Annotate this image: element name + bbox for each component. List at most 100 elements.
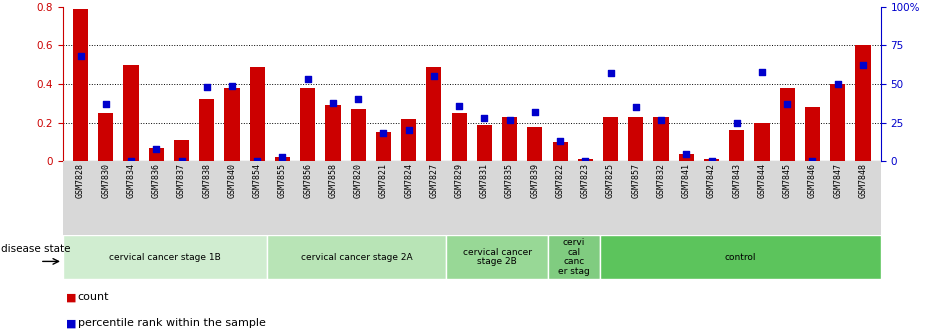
Text: GSM7857: GSM7857 (631, 164, 640, 199)
Text: GDS470 / 10453: GDS470 / 10453 (55, 0, 158, 1)
Bar (174, 140, 189, 161)
Bar (729, 130, 745, 161)
Point (451, 103, 466, 108)
Text: GSM7837: GSM7837 (177, 164, 186, 199)
Point (174, 159, 189, 164)
Text: GSM7856: GSM7856 (303, 164, 313, 199)
Text: GSM7825: GSM7825 (606, 164, 615, 199)
Point (225, 83, 240, 88)
Bar (63, 235, 267, 279)
Bar (628, 117, 644, 161)
Bar (351, 109, 365, 161)
Text: control: control (724, 253, 756, 261)
Bar (805, 107, 820, 161)
Bar (704, 159, 719, 161)
Bar (830, 84, 845, 161)
Point (654, 117, 669, 122)
Bar (300, 88, 315, 161)
Point (679, 151, 694, 156)
Text: GSM7838: GSM7838 (203, 164, 211, 199)
Text: GSM7840: GSM7840 (228, 164, 237, 199)
Bar (376, 132, 391, 161)
Point (603, 71, 618, 76)
Bar (755, 123, 770, 161)
Point (729, 120, 744, 125)
Point (301, 77, 315, 82)
Bar (780, 88, 795, 161)
Point (502, 117, 517, 122)
Text: ■: ■ (66, 292, 76, 302)
Bar (426, 67, 441, 161)
Text: GSM7846: GSM7846 (808, 164, 817, 199)
Text: disease state: disease state (1, 244, 70, 254)
Bar (401, 119, 416, 161)
Text: GSM7824: GSM7824 (404, 164, 413, 199)
Text: GSM7828: GSM7828 (76, 164, 85, 199)
Point (98, 101, 113, 107)
Text: cervical cancer stage 2A: cervical cancer stage 2A (301, 253, 413, 261)
Bar (225, 88, 240, 161)
Point (124, 159, 139, 164)
Point (856, 63, 870, 68)
Bar (98, 113, 114, 161)
Point (805, 159, 820, 164)
Text: GSM7822: GSM7822 (556, 164, 564, 199)
Bar (149, 148, 164, 161)
Bar (679, 154, 694, 161)
Point (275, 154, 290, 159)
Bar (73, 9, 88, 161)
Text: cervical cancer
stage 2B: cervical cancer stage 2B (462, 248, 532, 266)
Point (250, 159, 265, 164)
Text: ■: ■ (66, 319, 76, 328)
Text: GSM7839: GSM7839 (530, 164, 539, 199)
Text: GSM7842: GSM7842 (707, 164, 716, 199)
Text: GSM7830: GSM7830 (102, 164, 110, 199)
Text: GSM7848: GSM7848 (858, 164, 868, 199)
Point (351, 97, 365, 102)
Bar (856, 45, 870, 161)
Point (326, 100, 340, 105)
Text: GSM7820: GSM7820 (353, 164, 363, 199)
Point (149, 146, 164, 152)
Text: GSM7854: GSM7854 (253, 164, 262, 199)
Point (527, 109, 542, 115)
Bar (549, 235, 599, 279)
Text: percentile rank within the sample: percentile rank within the sample (78, 319, 265, 328)
Point (780, 101, 795, 107)
Bar (267, 235, 446, 279)
Text: GSM7835: GSM7835 (505, 164, 514, 199)
Point (200, 84, 215, 90)
Text: GSM7832: GSM7832 (657, 164, 665, 199)
Bar (603, 117, 618, 161)
Text: GSM7843: GSM7843 (733, 164, 741, 199)
Text: GSM7841: GSM7841 (682, 164, 691, 199)
Bar (502, 117, 517, 161)
Bar (250, 67, 265, 161)
Bar (653, 117, 669, 161)
Point (73, 53, 88, 59)
Point (628, 104, 643, 110)
Text: GSM7847: GSM7847 (833, 164, 842, 199)
Bar (552, 142, 568, 161)
Bar (476, 125, 492, 161)
Bar (599, 235, 881, 279)
Text: GSM7834: GSM7834 (127, 164, 136, 199)
Point (477, 115, 492, 121)
Text: GSM7827: GSM7827 (429, 164, 438, 199)
Text: GSM7844: GSM7844 (758, 164, 767, 199)
Point (578, 159, 593, 164)
Text: GSM7831: GSM7831 (480, 164, 489, 199)
Text: GSM7858: GSM7858 (328, 164, 338, 199)
Text: count: count (78, 292, 109, 302)
Bar (275, 157, 290, 161)
Point (401, 128, 416, 133)
Text: GSM7821: GSM7821 (379, 164, 388, 199)
Point (376, 131, 391, 136)
Bar (451, 113, 467, 161)
Point (426, 74, 441, 79)
Text: GSM7836: GSM7836 (152, 164, 161, 199)
Point (552, 138, 567, 144)
Text: GSM7829: GSM7829 (454, 164, 463, 199)
Point (755, 69, 770, 74)
Bar (199, 99, 215, 161)
